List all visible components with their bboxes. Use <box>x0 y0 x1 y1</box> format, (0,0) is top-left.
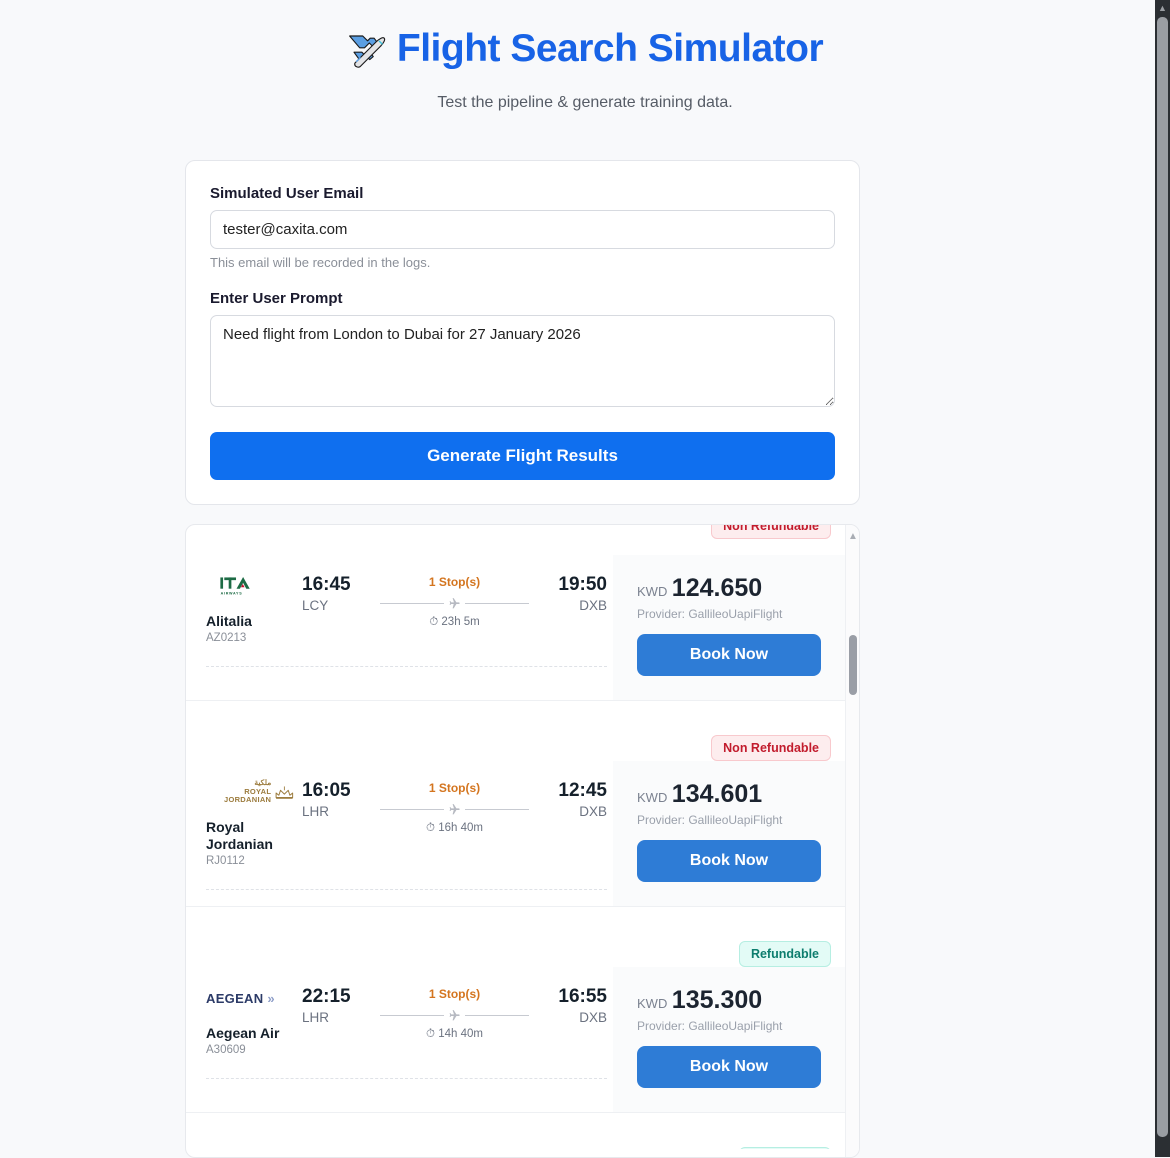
svg-text:AIRWAYS: AIRWAYS <box>221 592 243 596</box>
